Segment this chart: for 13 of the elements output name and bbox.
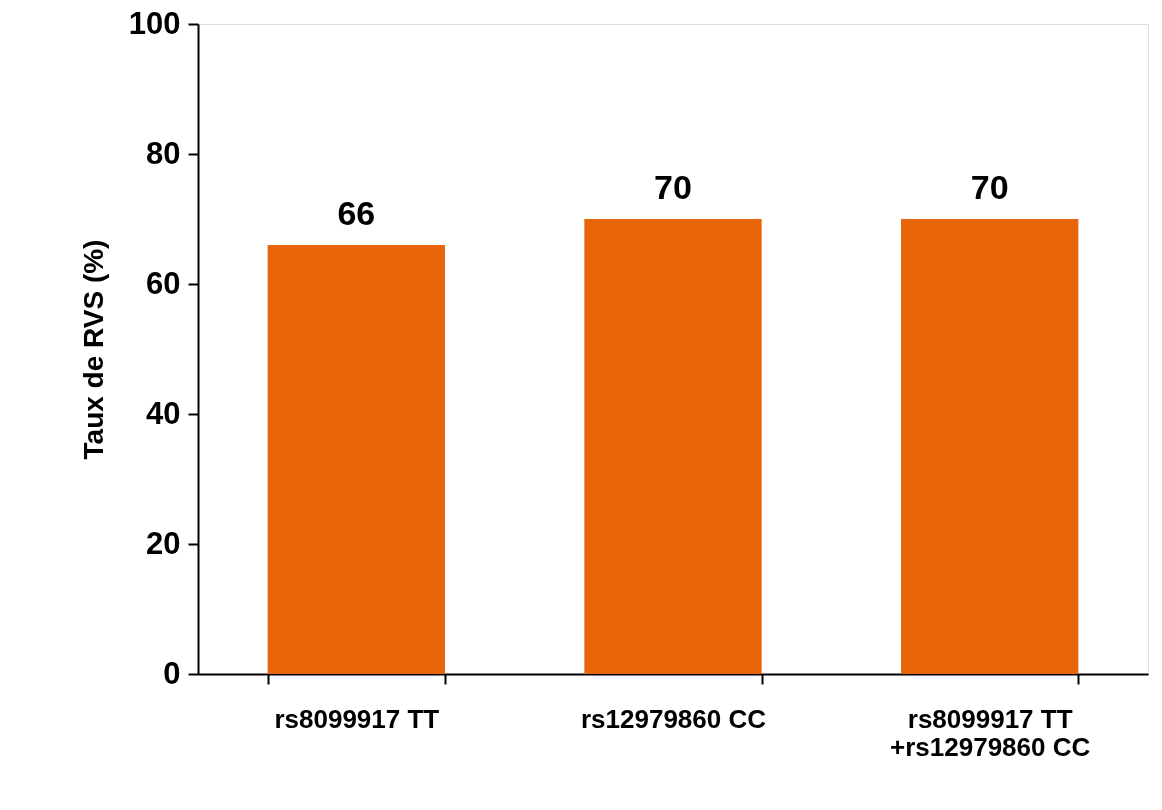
y-tick-label: 60 bbox=[146, 265, 181, 301]
y-tick-label: 0 bbox=[163, 655, 181, 691]
x-tick-label: rs12979860 CC bbox=[580, 703, 767, 734]
x-tick-label: rs8099917 TT +rs12979860 CC bbox=[890, 703, 1091, 762]
y-tick-label: 80 bbox=[146, 135, 181, 171]
data-label: 66 bbox=[337, 194, 376, 232]
y-tick-label: 20 bbox=[146, 525, 181, 561]
data-label: 70 bbox=[970, 168, 1009, 206]
y-axis-title: Taux de RVS (%) bbox=[77, 239, 109, 460]
data-label: 70 bbox=[654, 168, 692, 206]
y-tick-label: 40 bbox=[146, 395, 181, 431]
x-tick-label: rs8099917 TT bbox=[274, 703, 440, 734]
y-tick-label: 100 bbox=[128, 5, 181, 41]
